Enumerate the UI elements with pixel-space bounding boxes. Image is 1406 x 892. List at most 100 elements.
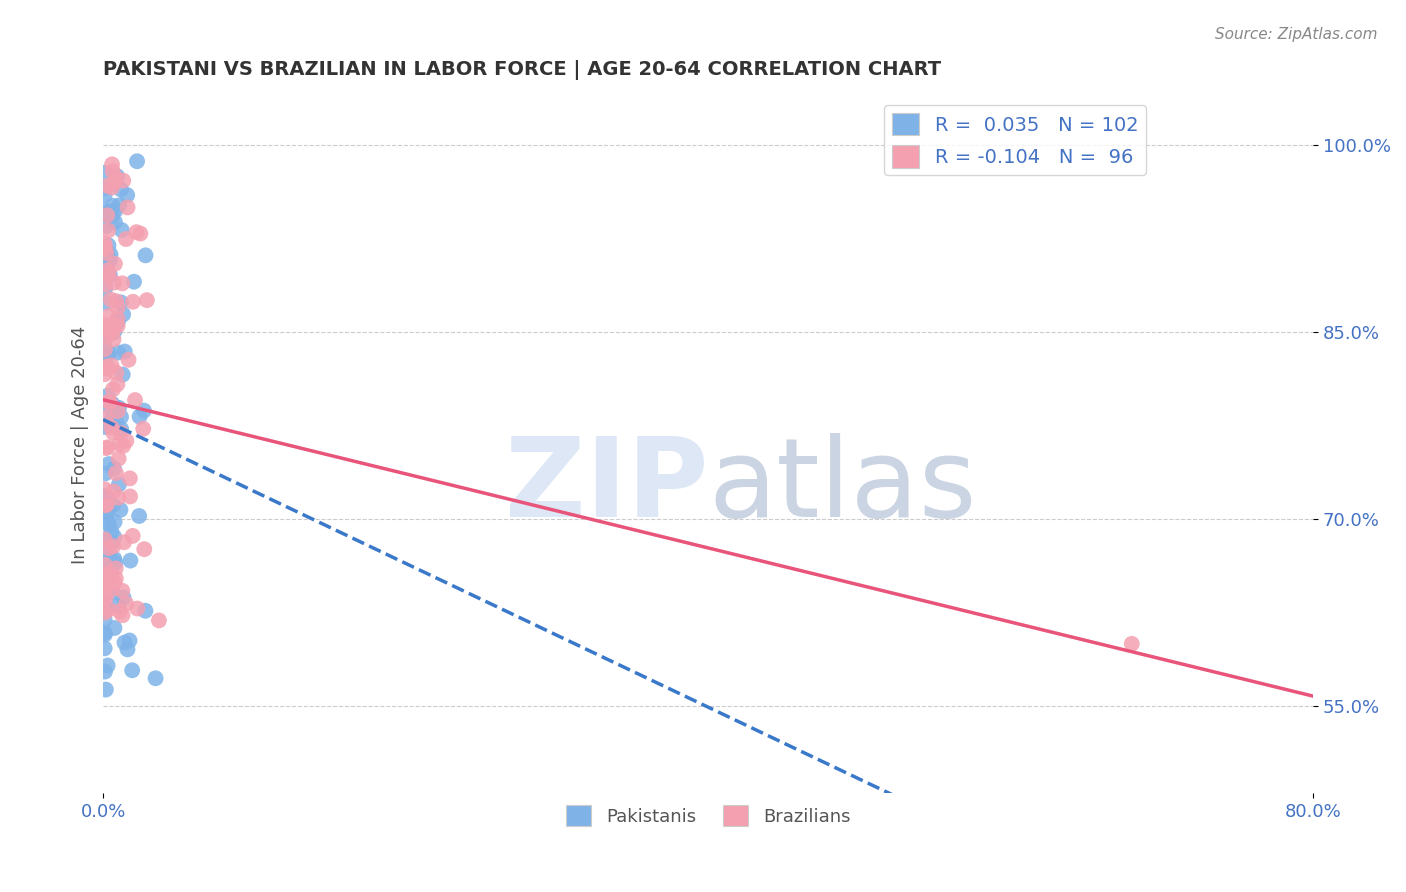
Point [93,166,115,180]
Point [93,613,115,627]
Point [101,582,124,596]
Point [107,311,129,326]
Point [97,548,120,562]
Point [94,342,117,356]
Point [93,333,115,347]
Point [101,164,124,178]
Point [96,246,118,260]
Point [101,324,124,338]
Point [129,227,152,241]
Point [117,642,139,657]
Point [132,422,155,436]
Point [111,608,134,623]
Point [104,171,127,186]
Point [110,182,132,196]
Point [93,580,115,594]
Point [93,489,115,503]
Point [93,567,115,582]
Point [128,508,150,523]
Point [97,267,120,281]
Point [103,515,125,529]
Point [96,359,118,374]
Point [108,604,131,618]
Point [110,425,132,440]
Point [97,457,120,471]
Point [96,359,118,374]
Point [107,404,129,418]
Point [94,219,117,234]
Point [94,467,117,481]
Point [118,633,141,648]
Point [100,205,122,219]
Y-axis label: In Labor Force | Age 20-64: In Labor Force | Age 20-64 [72,326,89,564]
Point [145,671,167,685]
Point [104,175,127,189]
Point [101,382,124,396]
Text: ZIP: ZIP [505,433,709,540]
Point [112,173,135,187]
Point [127,601,149,615]
Point [103,332,125,346]
Point [96,410,118,425]
Point [94,591,117,606]
Point [108,198,131,212]
Point [121,529,143,543]
Point [93,368,115,382]
Point [101,157,124,171]
Point [103,530,125,544]
Point [107,301,129,315]
Point [93,323,115,337]
Point [93,625,115,640]
Point [96,329,118,343]
Point [111,277,134,291]
Point [108,401,131,415]
Point [93,606,115,620]
Point [115,434,138,448]
Point [134,542,156,557]
Point [94,281,117,295]
Point [105,169,128,183]
Point [135,248,157,262]
Point [93,236,115,251]
Point [96,178,118,193]
Point [112,535,135,549]
Point [94,240,117,254]
Point [93,343,115,357]
Point [112,591,135,605]
Point [97,503,120,517]
Point [111,223,134,237]
Point [107,451,129,466]
Point [104,571,127,585]
Point [104,561,127,575]
Text: PAKISTANI VS BRAZILIAN IN LABOR FORCE | AGE 20-64 CORRELATION CHART: PAKISTANI VS BRAZILIAN IN LABOR FORCE | … [103,60,941,79]
Point [98,253,121,268]
Point [101,210,124,224]
Point [93,181,115,195]
Point [134,604,156,618]
Point [112,439,135,453]
Point [97,238,120,252]
Point [94,441,117,455]
Point [97,347,120,361]
Point [93,564,115,578]
Point [96,399,118,413]
Point [101,396,124,410]
Point [93,482,115,496]
Point [121,663,143,677]
Point [110,295,132,310]
Point [97,602,120,616]
Point [93,533,115,547]
Point [107,318,129,333]
Point [128,409,150,424]
Point [101,536,124,550]
Point [114,635,136,649]
Point [94,627,117,641]
Point [94,255,117,269]
Point [117,352,139,367]
Point [101,585,124,599]
Point [105,416,128,430]
Point [104,556,127,570]
Point [98,395,121,409]
Point [100,293,122,307]
Point [111,368,134,382]
